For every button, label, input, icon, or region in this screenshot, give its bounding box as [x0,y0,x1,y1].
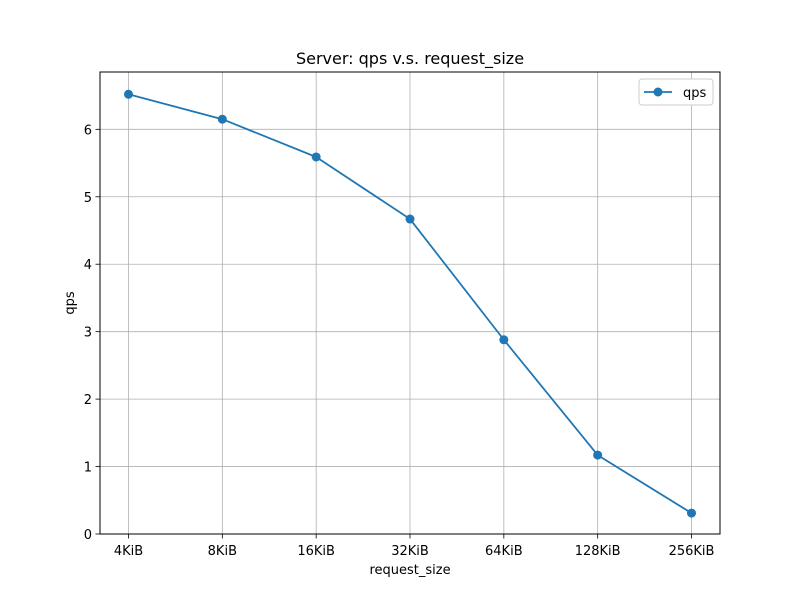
legend-box [638,78,714,106]
x-tick-label: 256KiB [669,544,715,559]
legend: qps [638,78,714,106]
y-tick-label: 3 [84,326,92,341]
x-tick-label: 32KiB [391,544,429,559]
y-tick-label: 5 [84,191,92,206]
data-point [687,508,696,518]
y-tick-label: 1 [84,461,92,476]
data-point [217,114,227,124]
legend-marker-swatch [653,87,663,97]
y-tick-label: 4 [84,258,92,273]
series-layer [124,89,696,518]
data-point [593,450,603,460]
y-tick-label: 6 [84,123,92,138]
y-axis-label: qps [63,291,78,315]
x-axis-label: request_size [369,563,450,578]
data-point [405,214,415,224]
x-tick-label: 8KiB [208,544,237,559]
data-point [499,335,509,345]
x-tick-label: 4KiB [114,544,143,559]
y-tick-label: 2 [84,393,92,408]
y-axis: 0 1 2 3 4 5 6 [84,123,100,543]
data-point [311,152,321,162]
data-point [124,89,133,99]
chart-title: Server: qps v.s. request_size [296,49,524,69]
x-tick-label: 64KiB [485,544,523,559]
x-tick-label: 16KiB [297,544,335,559]
x-axis: 4KiB 8KiB 16KiB 32KiB 64KiB 128KiB 256KiB [114,534,715,559]
legend-label-qps: qps [683,86,707,101]
x-tick-label: 128KiB [575,544,621,559]
y-tick-label: 0 [84,528,92,543]
